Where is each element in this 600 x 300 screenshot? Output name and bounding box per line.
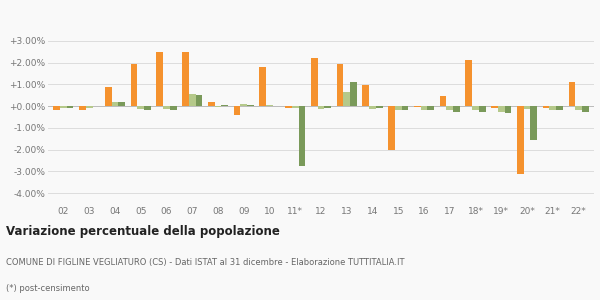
Bar [317, 106, 325, 109]
Bar [466, 60, 472, 106]
Bar [105, 86, 112, 106]
Bar [543, 106, 550, 108]
Bar [350, 82, 357, 106]
Text: COMUNE DI FIGLINE VEGLIATURO (CS) - Dati ISTAT al 31 dicembre - Elaborazione TUT: COMUNE DI FIGLINE VEGLIATURO (CS) - Dati… [6, 259, 404, 268]
Bar [182, 52, 189, 106]
Bar [376, 106, 383, 108]
Bar [221, 105, 228, 106]
Bar [112, 102, 118, 106]
Bar [369, 106, 376, 109]
Bar [137, 106, 144, 109]
Bar [582, 106, 589, 112]
Bar [189, 94, 196, 106]
Bar [517, 106, 524, 173]
Bar [440, 96, 446, 106]
Bar [144, 106, 151, 110]
Text: Variazione percentuale della popolazione: Variazione percentuale della popolazione [6, 226, 280, 238]
Bar [79, 106, 86, 110]
Bar [67, 106, 73, 108]
Bar [472, 106, 479, 110]
Bar [343, 92, 350, 106]
Bar [196, 95, 202, 106]
Bar [498, 106, 505, 112]
Bar [337, 64, 343, 106]
Bar [247, 105, 254, 106]
Bar [446, 106, 453, 110]
Bar [311, 58, 317, 106]
Bar [53, 106, 60, 110]
Bar [208, 102, 215, 106]
Bar [285, 106, 292, 108]
Bar [550, 106, 556, 110]
Bar [362, 85, 369, 106]
Text: (*) post-censimento: (*) post-censimento [6, 284, 89, 293]
Bar [453, 106, 460, 112]
Bar [118, 102, 125, 106]
Bar [325, 106, 331, 108]
Bar [60, 106, 67, 108]
Bar [266, 105, 273, 106]
Bar [215, 106, 221, 107]
Bar [479, 106, 485, 112]
Bar [292, 106, 299, 108]
Bar [421, 106, 427, 110]
Bar [491, 106, 498, 108]
Bar [163, 106, 170, 109]
Bar [524, 106, 530, 109]
Bar [241, 104, 247, 106]
Legend: Figline Vegliaturo, Provincia di CS, Calabria: Figline Vegliaturo, Provincia di CS, Cal… [185, 0, 457, 1]
Bar [414, 106, 421, 107]
Bar [575, 106, 582, 110]
Bar [388, 106, 395, 150]
Bar [299, 106, 305, 166]
Bar [233, 106, 241, 115]
Bar [259, 67, 266, 106]
Bar [505, 106, 511, 112]
Bar [569, 82, 575, 106]
Bar [395, 106, 401, 110]
Bar [131, 64, 137, 106]
Bar [556, 106, 563, 110]
Bar [427, 106, 434, 110]
Bar [170, 106, 176, 110]
Bar [86, 106, 92, 108]
Bar [401, 106, 409, 110]
Bar [530, 106, 537, 140]
Bar [157, 52, 163, 106]
